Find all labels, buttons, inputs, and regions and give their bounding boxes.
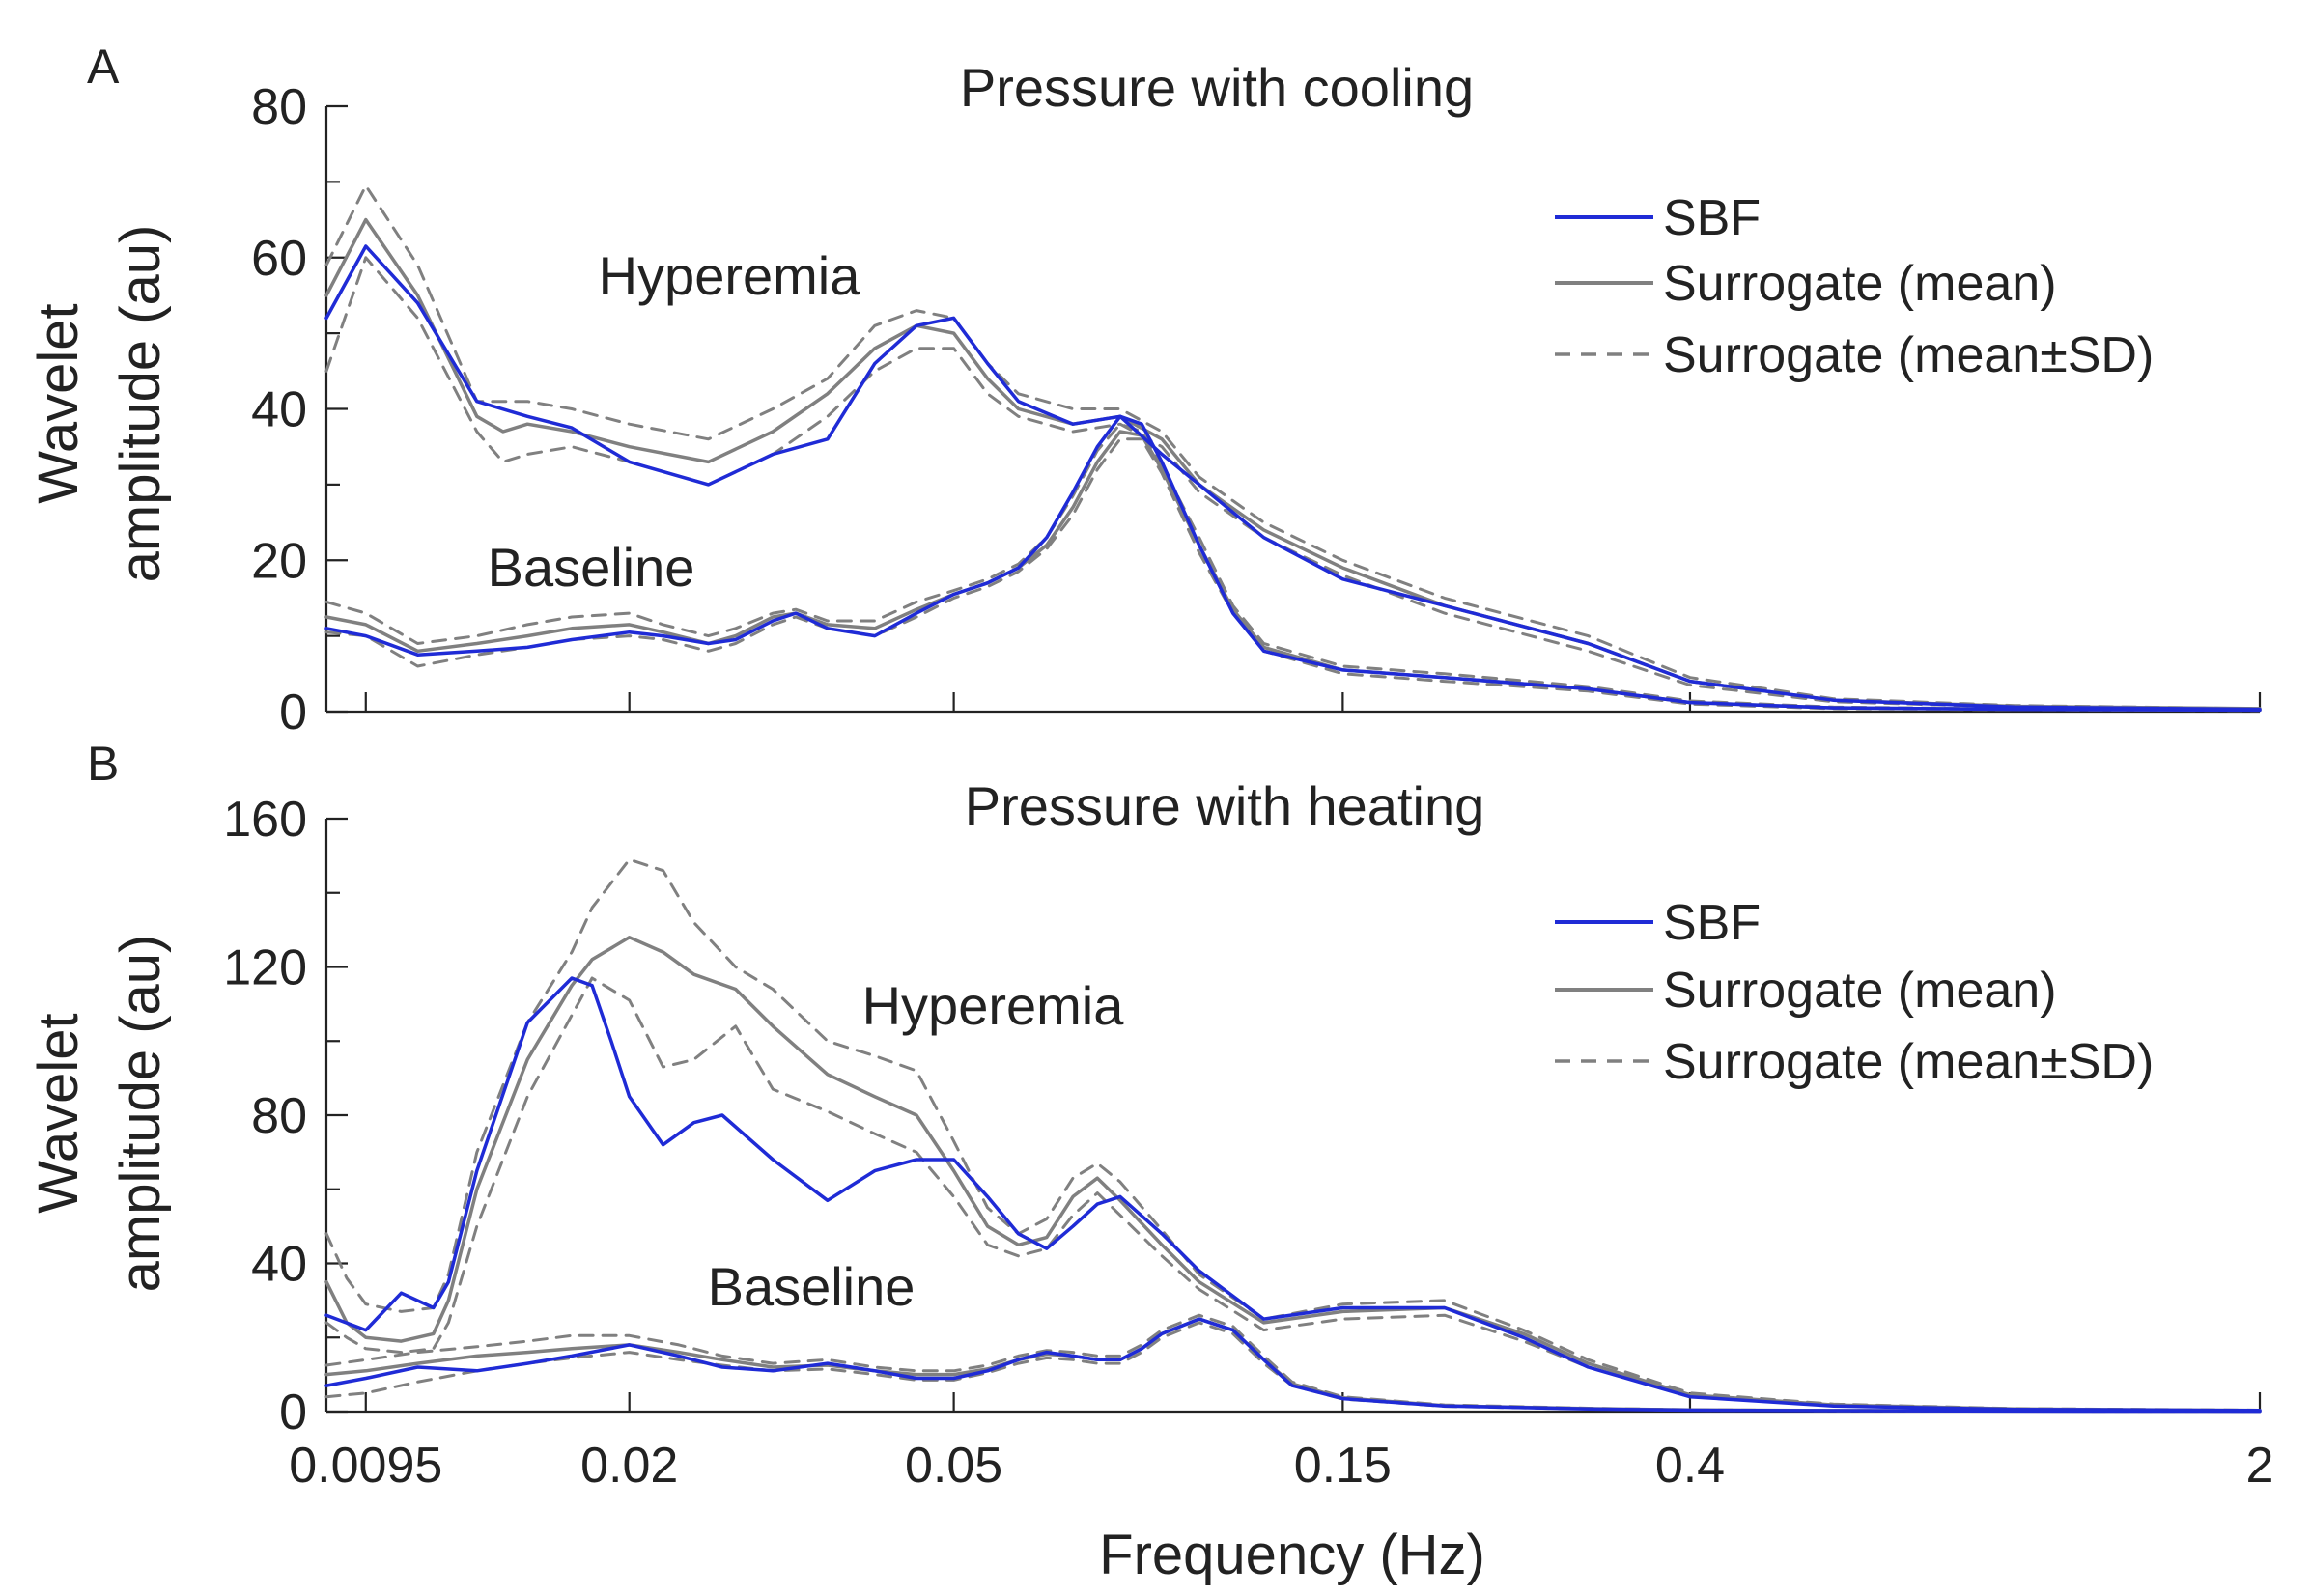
panel-a-ylabel-line2: amplitude (au)	[109, 225, 172, 583]
panel-b-legend-sd: Surrogate (mean±SD)	[1663, 1034, 2154, 1090]
panel-b-y-axis: 0 40 80 120 160	[223, 792, 348, 1441]
y-tick-label: 160	[223, 792, 307, 848]
panel-b-annotation-hyperemia: Hyperemia	[862, 975, 1125, 1036]
y-tick-label: 0	[279, 1385, 307, 1441]
y-tick-label: 80	[251, 1088, 307, 1144]
x-tick-label: 0.15	[1294, 1438, 1392, 1494]
panel-a-annotation-hyperemia: Hyperemia	[599, 245, 861, 306]
panel-b-legend-mean: Surrogate (mean)	[1663, 963, 2057, 1019]
panel-b-ylabel-line1: Wavelet	[27, 1013, 90, 1213]
panel-b-x-axis: 0.0095 0.02 0.05 0.15 0.4 2	[289, 1392, 2273, 1494]
series-hyperemia-sbf	[324, 244, 2262, 712]
panel-a-title: Pressure with cooling	[960, 57, 1474, 118]
panel-b-annotation-baseline: Baseline	[708, 1256, 916, 1317]
panel-a-annotation-baseline: Baseline	[488, 537, 695, 598]
x-tick-label: 0.05	[905, 1438, 1002, 1494]
panel-b-title: Pressure with heating	[965, 775, 1485, 836]
x-tick-label: 2	[2246, 1438, 2274, 1494]
panel-b-legend-sbf: SBF	[1663, 895, 1761, 951]
x-axis-label: Frequency (Hz)	[1099, 1524, 1485, 1586]
y-tick-label: 20	[251, 533, 307, 589]
y-tick-label: 60	[251, 231, 307, 287]
y-tick-label: 80	[251, 79, 307, 135]
series-baseline-surrogate-sd	[324, 437, 2262, 713]
series-baseline-surrogate-mean	[324, 1317, 2262, 1414]
y-tick-label: 120	[223, 940, 307, 996]
series-baseline-surrogate-sd	[324, 422, 2262, 712]
panel-a-legend-sbf: SBF	[1663, 190, 1761, 246]
panel-b-letter: B	[87, 737, 119, 791]
x-tick-label: 0.02	[580, 1438, 678, 1494]
series-baseline-sbf	[324, 1317, 2262, 1414]
x-tick-label: 0.4	[1655, 1438, 1725, 1494]
series-baseline-sbf	[324, 414, 2262, 713]
panel-a-x-axis	[326, 692, 2262, 714]
panel-a-legend-mean: Surrogate (mean)	[1663, 256, 2057, 312]
series-hyperemia-surrogate-sd	[324, 857, 2262, 1412]
panel-a-ylabel-line1: Wavelet	[27, 303, 90, 503]
y-tick-label: 40	[251, 1237, 307, 1293]
series-hyperemia-surrogate-sd	[324, 976, 2262, 1413]
panel-a-y-axis: 0 20 40 60 80	[251, 79, 348, 741]
panel-a-series	[324, 183, 2262, 713]
panel-b-heating: B Pressure with heating Wavelet amplitud…	[27, 737, 2273, 1586]
panel-b-ylabel-line2: amplitude (au)	[109, 935, 172, 1293]
panel-b-legend: SBF Surrogate (mean) Surrogate (mean±SD)	[1555, 895, 2154, 1090]
series-hyperemia-surrogate-sd	[324, 256, 2262, 712]
panel-a-legend: SBF Surrogate (mean) Surrogate (mean±SD)	[1555, 190, 2154, 383]
y-tick-label: 40	[251, 382, 307, 438]
y-tick-label: 0	[279, 685, 307, 741]
panel-a-cooling: A Pressure with cooling Wavelet amplitud…	[27, 40, 2262, 741]
panel-a-legend-sd: Surrogate (mean±SD)	[1663, 327, 2154, 383]
panel-b-series	[324, 857, 2262, 1414]
panel-a-letter: A	[87, 40, 120, 94]
series-hyperemia-sbf	[324, 976, 2262, 1413]
series-baseline-surrogate-sd	[324, 1313, 2262, 1413]
x-tick-label: 0.0095	[289, 1438, 442, 1494]
